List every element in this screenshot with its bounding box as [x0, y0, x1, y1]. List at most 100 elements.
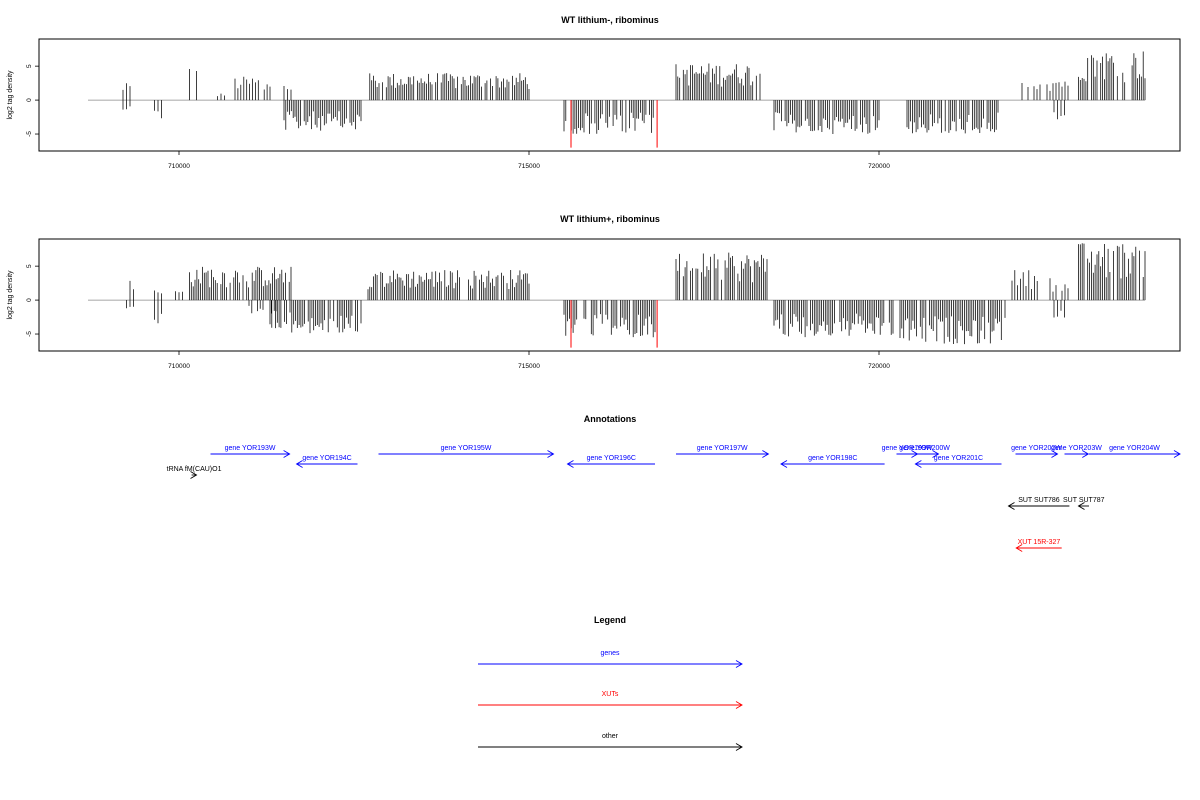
x-tick-label: 720000 [868, 163, 890, 170]
feature-label: gene YOR197W [697, 445, 748, 452]
feature-genes-4: gene YOR197W [676, 445, 770, 458]
feature-label: gene YOR201C [934, 455, 983, 462]
density-segment-15 [1053, 100, 1065, 120]
density-segment-2 [154, 100, 162, 119]
density-segment-14 [1046, 81, 1069, 101]
feature-genes-1: gene YOR194C [295, 455, 358, 468]
feature-other-13: SUT SUT786 [1007, 497, 1070, 510]
density-segment-7 [269, 300, 362, 334]
density-segment-4 [217, 93, 225, 101]
density-segment-11 [773, 300, 894, 338]
feature-genes-9: gene YOR202W [1011, 445, 1062, 458]
x-axis: 710000 715000 720000 [168, 351, 890, 370]
density-segment-9 [563, 100, 654, 134]
feature-other-12: tRNA fM(CAU)O1 [167, 466, 222, 479]
feature-label: gene YOR203W [1051, 445, 1102, 452]
density-segment-16 [1078, 243, 1146, 301]
feature-genes-10: gene YOR203W [1051, 445, 1102, 458]
density-segment-5 [189, 266, 292, 301]
density-segment-6 [283, 100, 362, 131]
density-segment-16 [1078, 51, 1146, 101]
panel-title: WT lithium+, ribominus [560, 214, 660, 224]
y-axis-label: log2 tag density [7, 270, 14, 320]
density-segment-2 [154, 300, 162, 324]
y-axis-label: log2 tag density [7, 70, 14, 120]
y-axis: -5 0 5 [26, 64, 39, 137]
y-axis: -5 0 5 [26, 264, 39, 337]
density-segment-13 [1021, 83, 1041, 101]
plot-frame [38, 238, 1181, 352]
density-segment-10 [675, 252, 768, 301]
density-segment-9 [563, 300, 656, 338]
density-bars [88, 243, 1146, 348]
density-segment-12 [899, 300, 1006, 345]
feature-label: gene YOR202W [1011, 445, 1062, 452]
density-segment-6 [248, 300, 278, 314]
density-segment-8 [367, 270, 530, 301]
density-segment-8 [369, 73, 530, 101]
density-segment-0 [129, 280, 134, 301]
density-bars [88, 51, 1146, 148]
feature-genes-2: gene YOR195W [378, 445, 555, 458]
feature-genes-7: gene YOR200W [899, 445, 950, 458]
density-segment-1 [126, 300, 134, 309]
legend-item-xuts: XUTs [478, 691, 743, 709]
feature-label: tRNA fM(CAU)O1 [167, 466, 222, 473]
legend-label: XUTs [602, 691, 619, 698]
feature-label: gene YOR204W [1109, 445, 1160, 452]
feature-label: gene YOR194C [302, 455, 351, 462]
feature-label: XUT 15R-327 [1018, 539, 1061, 546]
y-tick-label: 5 [26, 64, 33, 68]
x-tick-label: 720000 [868, 363, 890, 370]
density-segment-0 [122, 83, 131, 101]
feature-other-14: SUT SUT787 [1063, 497, 1105, 510]
panel-title: WT lithium-, ribominus [561, 15, 659, 25]
feature-label: SUT SUT787 [1063, 497, 1105, 504]
legend-item-genes: genes [478, 650, 743, 668]
plot-frame [38, 38, 1181, 152]
legend-label: other [602, 733, 619, 740]
y-tick-label: -5 [26, 131, 33, 137]
x-axis: 710000 715000 720000 [168, 151, 890, 170]
annotations-track: Annotations gene YOR193W gene YOR194C gene… [167, 414, 1181, 552]
density-segment-12 [906, 100, 999, 134]
feature-label: gene YOR193W [225, 445, 276, 452]
y-tick-label: -5 [26, 331, 33, 337]
feature-genes-0: gene YOR193W [210, 445, 291, 458]
density-segment-13 [1011, 270, 1038, 301]
density-segment-5 [234, 76, 271, 101]
density-panel-lithium-minus: WT lithium-, ribominus log2 tag density … [7, 15, 1181, 170]
density-segment-3 [154, 290, 162, 301]
feature-genes-3: gene YOR196C [566, 455, 655, 468]
density-segment-14 [1049, 278, 1069, 301]
density-segment-3 [189, 69, 197, 101]
density-segment-15 [1053, 300, 1065, 318]
x-tick-label: 715000 [518, 363, 540, 370]
feature-genes-11: gene YOR204W [1089, 445, 1181, 458]
legend-title: Legend [594, 615, 626, 625]
density-panel-lithium-plus: WT lithium+, ribominus log2 tag density … [7, 214, 1181, 370]
feature-xuts-15: XUT 15R-327 [1015, 539, 1062, 552]
legend-item-other: other [478, 733, 743, 751]
x-tick-label: 710000 [168, 163, 190, 170]
x-tick-label: 710000 [168, 363, 190, 370]
feature-label: gene YOR199W [882, 445, 933, 452]
feature-label: gene YOR196C [587, 455, 636, 462]
density-segment-10 [675, 63, 761, 101]
feature-label: gene YOR198C [808, 455, 857, 462]
feature-label: gene YOR200W [899, 445, 950, 452]
feature-label: gene YOR195W [441, 445, 492, 452]
legend: Legend genes XUTs other [478, 615, 743, 751]
feature-genes-8: gene YOR201C [914, 455, 1002, 468]
density-segment-7 [283, 86, 292, 101]
y-tick-label: 5 [26, 264, 33, 268]
feature-label: SUT SUT786 [1018, 497, 1060, 504]
x-tick-label: 715000 [518, 163, 540, 170]
y-tick-label: 0 [26, 298, 33, 302]
density-segment-1 [122, 100, 131, 110]
legend-label: genes [600, 650, 620, 657]
y-tick-label: 0 [26, 98, 33, 102]
density-segment-11 [773, 100, 880, 134]
feature-genes-5: gene YOR198C [780, 455, 885, 468]
